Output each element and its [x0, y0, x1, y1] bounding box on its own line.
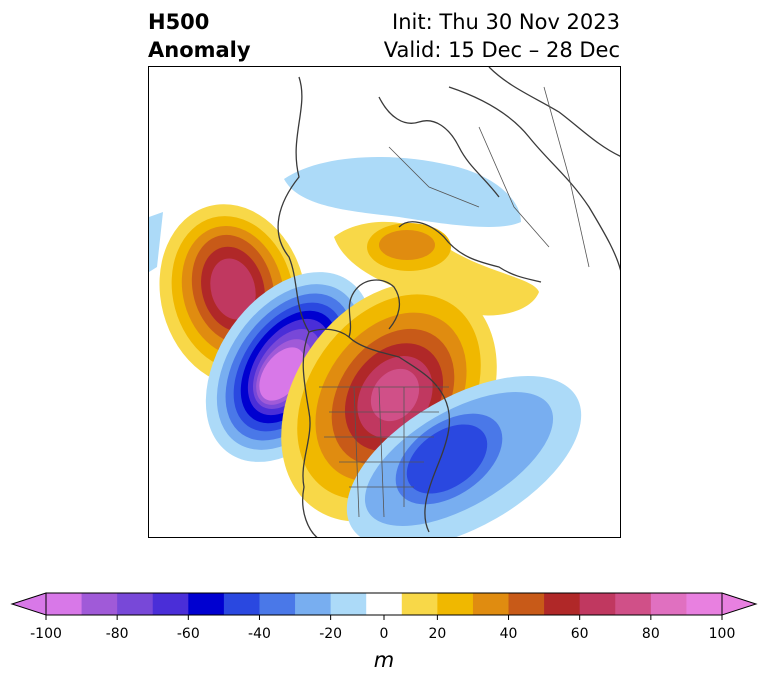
colorbar-segment	[508, 593, 545, 615]
colorbar-segment	[650, 593, 687, 615]
colorbar-extend-high	[721, 592, 758, 616]
colorbar-segment	[366, 593, 403, 615]
atlantic-negative-anomaly	[346, 376, 582, 537]
colorbar-tick-label: -40	[248, 626, 271, 642]
colorbar-segment	[437, 593, 474, 615]
init-date: Init: Thu 30 Nov 2023	[392, 10, 620, 34]
colorbar-segment	[330, 593, 367, 615]
colorbar-segment	[117, 593, 154, 615]
title-variable: H500	[148, 10, 210, 34]
colorbar-tick-label: 20	[428, 626, 447, 642]
colorbar-segment	[259, 593, 296, 615]
colorbar-segment	[615, 593, 652, 615]
title-field: Anomaly	[148, 38, 251, 62]
map-title: H500 Anomaly	[148, 8, 251, 64]
colorbar-tick-label: 80	[641, 626, 660, 642]
colorbar-segment	[188, 593, 225, 615]
map-canvas	[149, 67, 620, 537]
colorbar-segment	[46, 593, 83, 615]
colorbar-extend-low	[10, 592, 47, 616]
colorbar-tick-label: -60	[176, 626, 200, 642]
colorbar-segment	[579, 593, 616, 615]
colorbar-segment	[686, 593, 723, 615]
coastlines	[277, 67, 620, 537]
colorbar-segment	[401, 593, 438, 615]
colorbar-segment	[472, 593, 510, 615]
colorbar-segment	[544, 593, 581, 615]
colorbar-segment	[223, 593, 260, 615]
map-dates: Init: Thu 30 Nov 2023 Valid: 15 Dec – 28…	[384, 8, 620, 64]
colorbar-tick-label: 0	[379, 626, 389, 642]
anomaly-map	[148, 66, 621, 538]
colorbar	[10, 592, 758, 620]
colorbar-units: m	[373, 648, 395, 672]
colorbar-tick-label: -80	[105, 626, 129, 642]
colorbar-tick-label: 40	[499, 626, 518, 642]
political-borders	[319, 86, 590, 518]
colorbar-segment	[152, 593, 189, 615]
colorbar-tick-label: -100	[30, 626, 62, 642]
valid-range: Valid: 15 Dec – 28 Dec	[383, 38, 620, 62]
colorbar-tick-label: -20	[319, 626, 343, 642]
colorbar-segment	[81, 593, 118, 615]
greenland-positive-anomaly	[334, 221, 539, 316]
colorbar-tick-label: 60	[570, 626, 589, 642]
colorbar-segment	[295, 593, 332, 615]
arctic-negative-anomaly	[284, 156, 521, 227]
colorbar-tick-label: 100	[708, 626, 736, 642]
